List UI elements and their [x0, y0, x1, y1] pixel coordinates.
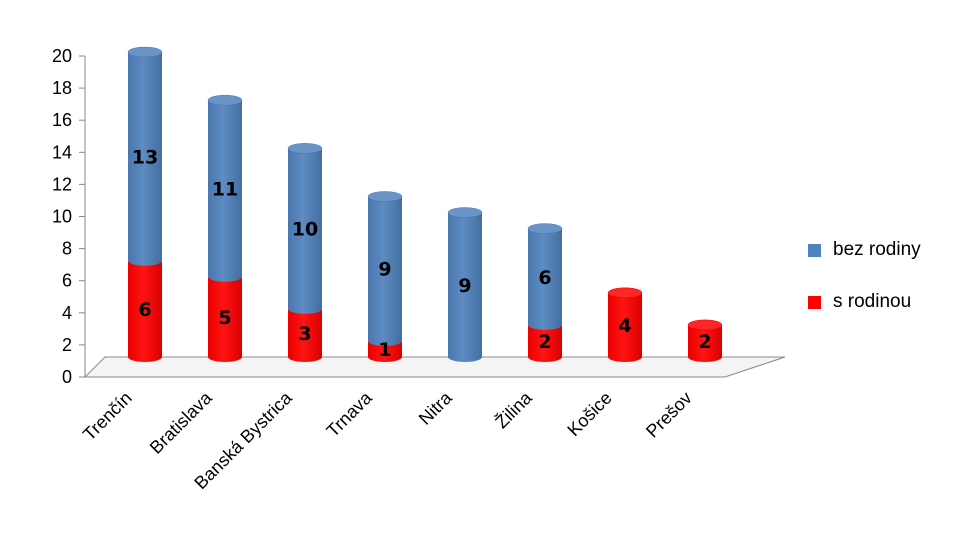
- legend: bez rodiny s rodinou: [808, 238, 921, 342]
- legend-label-s-rodinou: s rodinou: [833, 291, 912, 312]
- y-tick-label: 18: [52, 78, 72, 98]
- bar-zilina-s-rodinou: [528, 324, 562, 362]
- data-labels: 6 13 5 11 3 10 1 9 9 2 6 4 2: [132, 146, 712, 361]
- bar-trnava-bez-rodiny: [367, 191, 403, 346]
- legend-item-bez-rodiny: bez rodiny: [808, 238, 921, 262]
- x-tick-label-trnava: Trnava: [323, 387, 377, 441]
- y-tick-label: 20: [52, 46, 72, 66]
- legend-item-s-rodinou: s rodinou: [808, 290, 921, 314]
- y-tick-label: 10: [52, 207, 72, 227]
- bar-trencin-s-rodinou: [128, 260, 162, 362]
- bar-kosice-s-rodinou: [607, 287, 643, 362]
- bar-bratislava-bez-rodiny: [207, 94, 243, 282]
- x-tick-label-nitra: Nitra: [415, 387, 457, 429]
- x-tick-label-presov: Prešov: [642, 388, 696, 442]
- x-tick-label-trencin: Trenčín: [79, 388, 136, 445]
- data-label-kosice-s-rodinou: 4: [618, 315, 631, 337]
- data-label-nitra-bez-rodiny: 9: [458, 275, 471, 297]
- legend-swatch-s-rodinou: [808, 295, 821, 309]
- bar-bratislava-s-rodinou: [208, 276, 242, 362]
- bar-trnava-s-rodinou: [368, 340, 402, 362]
- data-label-trnava-s-rodinou: 1: [378, 339, 391, 361]
- data-label-trnava-bez-rodiny: 9: [378, 259, 391, 281]
- data-label-trencin-s-rodinou: 6: [138, 299, 151, 321]
- bar-presov-s-rodinou: [687, 319, 723, 362]
- y-tick-label: 0: [62, 367, 72, 387]
- chart-floor: [83, 356, 786, 378]
- data-label-bratislava-bez-rodiny: 11: [212, 178, 238, 200]
- bar-zilina-bez-rodiny: [527, 223, 563, 330]
- bars: [127, 46, 723, 362]
- bar-banska-bystrica-s-rodinou: [288, 308, 322, 362]
- y-tick-label: 6: [62, 271, 72, 291]
- x-tick-label-bratislava: Bratislava: [146, 387, 217, 458]
- y-tick-label: 16: [52, 110, 72, 130]
- data-label-trencin-bez-rodiny: 13: [132, 146, 158, 168]
- bar-trencin-bez-rodiny: [127, 46, 163, 266]
- data-label-presov-s-rodinou: 2: [698, 331, 711, 353]
- bar-nitra-bez-rodiny: [447, 207, 483, 362]
- data-label-zilina-s-rodinou: 2: [538, 331, 551, 353]
- bar-banska-bystrica-bez-rodiny: [287, 143, 323, 314]
- y-tick-label: 4: [62, 303, 72, 323]
- data-label-bratislava-s-rodinou: 5: [218, 307, 231, 329]
- y-tick-label: 8: [62, 239, 72, 259]
- data-label-zilina-bez-rodiny: 6: [538, 267, 551, 289]
- y-tick-label: 14: [52, 142, 72, 162]
- y-tick-label: 2: [62, 335, 72, 355]
- legend-label-bez-rodiny: bez rodiny: [833, 239, 921, 260]
- y-tick-label: 12: [52, 174, 72, 194]
- data-label-banska-bystrica-s-rodinou: 3: [298, 323, 311, 345]
- x-tick-label-zilina: Žilina: [491, 387, 536, 432]
- legend-swatch-bez-rodiny: [808, 243, 821, 257]
- x-tick-label-kosice: Košice: [563, 388, 615, 440]
- data-label-banska-bystrica-bez-rodiny: 10: [292, 219, 318, 241]
